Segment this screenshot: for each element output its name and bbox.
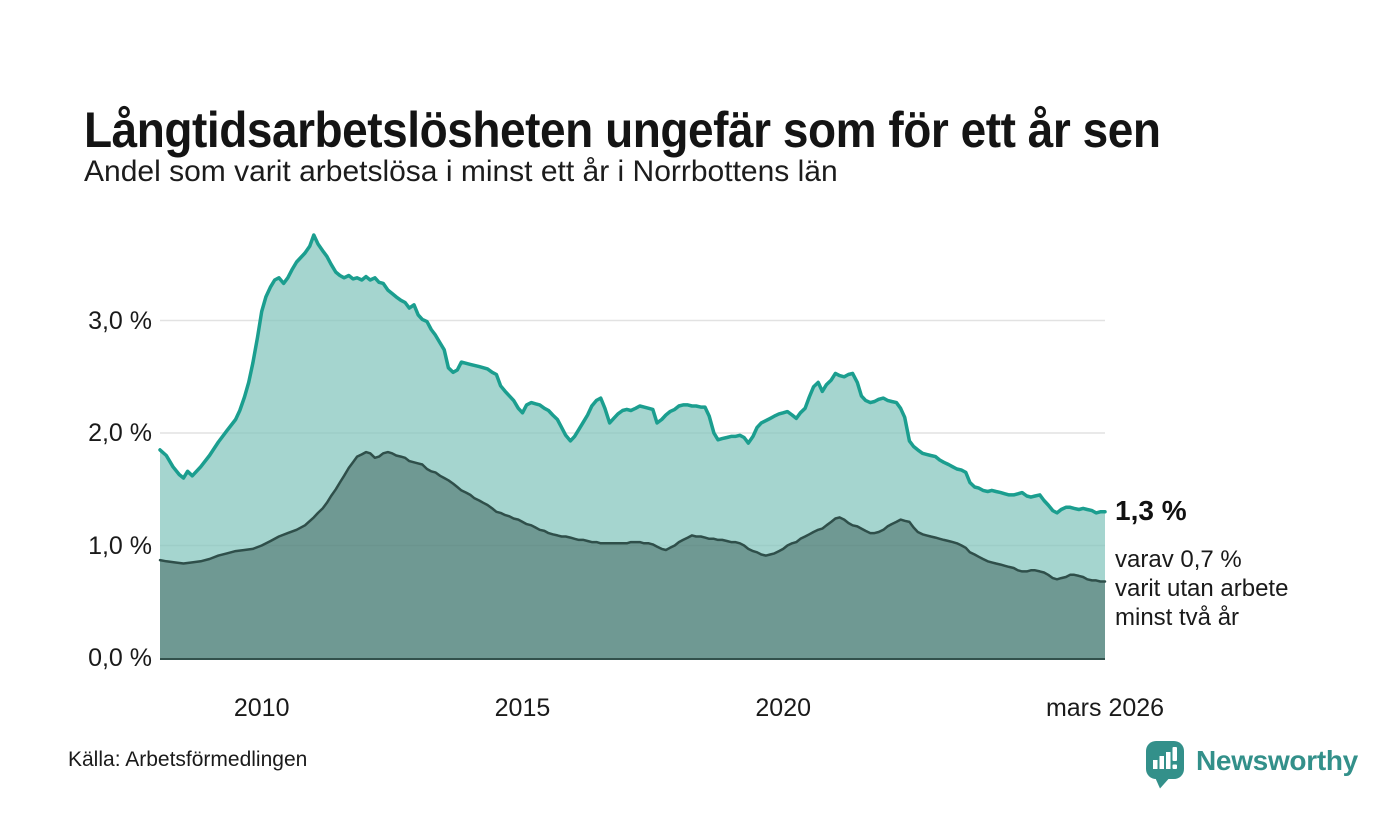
newsworthy-branding: Newsworthy (1145, 740, 1358, 789)
area-fill-2yr (160, 452, 1105, 658)
x-tick-label: 2020 (755, 694, 812, 722)
y-tick-label: 3,0 % (88, 306, 152, 335)
y-tick-label: 2,0 % (88, 419, 152, 447)
latest-value-1yr: 1,3 % (1115, 495, 1187, 526)
chart-subtitle: Andel som varit arbetslösa i minst ett å… (84, 155, 838, 188)
x-tick-label: 2010 (233, 694, 290, 722)
area-fill-1yr (160, 235, 1105, 658)
source-note: Källa: Arbetsförmedlingen (68, 748, 308, 771)
annotation-line: varav 0,7 % (1115, 546, 1242, 573)
latest-value-annotation: 1,3 % varav 0,7 % varit utan arbete minst … (1115, 496, 1390, 632)
x-tick-label: 2015 (494, 694, 551, 722)
y-tick-label: 1,0 % (88, 531, 152, 560)
line-1yr (158, 233, 1107, 515)
annotation-line: varit utan arbete (1115, 575, 1289, 602)
logo-bar-chart-glyph (1153, 747, 1177, 769)
annotation-line: minst två år (1115, 604, 1240, 631)
y-tick-label: 0,0 % (88, 644, 152, 672)
newsworthy-logo-icon (1146, 741, 1184, 789)
line-2yr (158, 450, 1107, 583)
page-title: Långtidsarbetslösheten ungefär som för e… (84, 101, 1161, 158)
newsworthy-logo-text: Newsworthy (1196, 745, 1358, 776)
x-tick-label: mars 2026 (1045, 694, 1165, 722)
latest-value-2yr-note: varav 0,7 % varit utan arbete minst två år (1115, 545, 1390, 632)
